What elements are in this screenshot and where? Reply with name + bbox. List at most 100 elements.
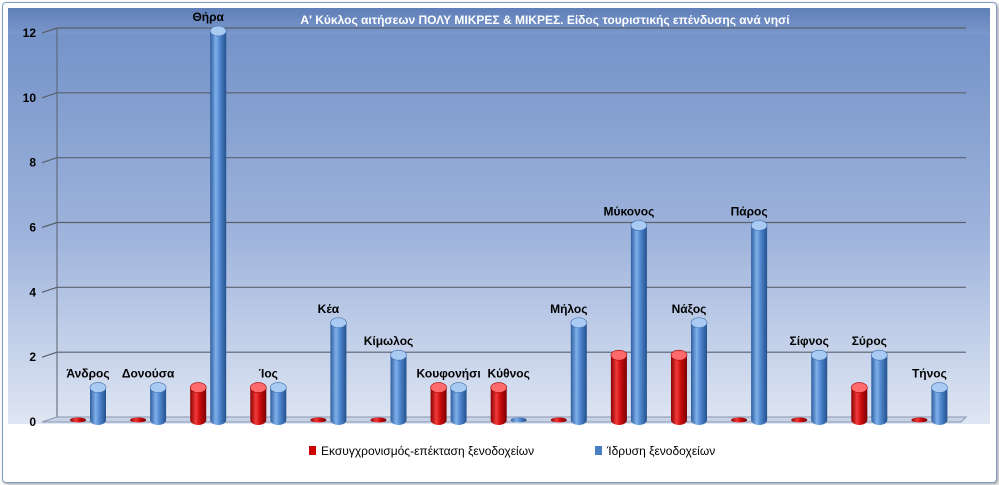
- y-tick-label: 4: [29, 285, 36, 299]
- gridline-depth: [41, 351, 58, 358]
- bar-body: [871, 355, 888, 425]
- bar-top: [810, 349, 828, 361]
- bar-body: [190, 387, 207, 425]
- bar-new-12: [810, 349, 828, 425]
- bar-flat: [130, 417, 147, 423]
- bar-body: [270, 387, 287, 425]
- bar-body: [671, 355, 687, 425]
- bar-expansion-0: [70, 417, 86, 423]
- bar-body: [570, 322, 587, 425]
- bar-body: [490, 387, 507, 425]
- bar-expansion-5: [370, 417, 387, 423]
- plot-background: [8, 8, 990, 424]
- bar-flat: [550, 417, 567, 423]
- legend-swatch-0: [309, 446, 316, 455]
- bar-new-4: [330, 317, 347, 425]
- bar-new-3: [269, 382, 287, 425]
- y-tick-label: 2: [29, 350, 36, 364]
- category-label: Τήνος: [912, 367, 947, 381]
- bar-expansion-8: [550, 417, 567, 423]
- gridline-depth: [41, 221, 58, 229]
- y-axis-ticks: 0 2 4 6 8 10 12: [23, 26, 37, 429]
- bar-new-2: [209, 25, 227, 425]
- category-label: Σύρος: [852, 334, 887, 348]
- chart-title: Α' Κύκλος αιτήσεων ΠΟΛΥ ΜΙΚΡΕΣ & ΜΙΚΡΕΣ.…: [300, 13, 789, 27]
- bar-top: [690, 317, 708, 329]
- bar-top: [630, 220, 648, 231]
- bar-new-8: [570, 317, 588, 425]
- category-label: Κουφονήσι: [417, 367, 481, 381]
- category-label: Θήρα: [192, 10, 224, 24]
- bar-top: [570, 317, 588, 329]
- bar-body: [90, 387, 106, 425]
- bar-top: [390, 349, 407, 361]
- bar-top: [269, 382, 287, 393]
- title-band: [8, 8, 990, 34]
- bar-new-0: [89, 382, 107, 425]
- bar-expansion-9: [610, 349, 628, 425]
- legend: Εκσυγχρονισμός-επέκταση ξενοδοχείων Ίδρυ…: [309, 444, 715, 458]
- bar-new-10: [690, 317, 708, 425]
- bar-body: [931, 387, 948, 425]
- bar-flat: [70, 417, 86, 423]
- bar-expansion-12: [791, 417, 808, 423]
- bar-flat: [370, 417, 387, 423]
- bar-expansion-4: [310, 417, 327, 423]
- bar-body: [390, 355, 407, 425]
- legend-label-1: Ίδρυση ξενοδοχείων: [606, 444, 715, 458]
- bar-new-1: [149, 382, 167, 425]
- category-label: Ίος: [259, 367, 278, 381]
- bar-body: [630, 225, 647, 425]
- category-label: Πάρος: [731, 205, 768, 219]
- category-label: Σίφνος: [790, 334, 829, 348]
- bar-expansion-11: [731, 417, 748, 423]
- category-label: Κέα: [318, 302, 340, 316]
- bar-new-13: [870, 349, 888, 425]
- bar-new-11: [750, 220, 768, 425]
- bar-top: [490, 382, 508, 393]
- bar-top: [670, 349, 688, 361]
- category-label: Κίμωλος: [364, 334, 414, 348]
- bar-top: [430, 382, 447, 393]
- y-tick-label: 8: [29, 156, 36, 170]
- bar-expansion-7: [490, 382, 508, 425]
- bar-body: [430, 387, 447, 425]
- category-label: Νάξος: [672, 302, 707, 316]
- bar-new-14: [931, 382, 948, 425]
- bar-expansion-10: [670, 349, 688, 425]
- gridlines: [41, 27, 966, 417]
- gridline-depth: [41, 92, 58, 99]
- bar-expansion-3: [249, 382, 267, 425]
- bar-top: [750, 220, 768, 231]
- bar-expansion-1: [130, 417, 147, 423]
- bar-flat: [510, 417, 527, 423]
- y-tick-label: 10: [23, 91, 37, 105]
- bar-top: [189, 382, 207, 393]
- bar-body: [450, 387, 467, 425]
- category-label: Άνδρος: [66, 367, 109, 381]
- legend-label-0: Εκσυγχρονισμός-επέκταση ξενοδοχείων: [321, 444, 534, 458]
- bar-top: [870, 349, 888, 361]
- bar-expansion-14: [911, 417, 928, 423]
- bar-flat: [791, 417, 808, 423]
- bar-body: [330, 322, 347, 425]
- bar-body: [851, 387, 868, 425]
- bar-top: [149, 382, 167, 393]
- category-label: Μήλος: [550, 302, 587, 316]
- category-label: Κύθνος: [488, 367, 530, 381]
- y-tick-label: 6: [29, 221, 36, 235]
- bar-expansion-2: [189, 382, 207, 425]
- bar-top: [610, 349, 628, 361]
- bar-top: [89, 382, 107, 393]
- legend-swatch-1: [595, 446, 602, 455]
- bar-flat: [731, 417, 748, 423]
- bar-body: [751, 225, 768, 425]
- bar-expansion-13: [850, 382, 868, 425]
- gridline-depth: [41, 286, 58, 293]
- bar-new-6: [450, 382, 467, 425]
- gridline-depth: [41, 27, 58, 34]
- bar-top: [931, 382, 948, 393]
- bar-top: [450, 382, 467, 393]
- y-tick-label: 12: [23, 26, 37, 40]
- bar-flat: [310, 417, 327, 423]
